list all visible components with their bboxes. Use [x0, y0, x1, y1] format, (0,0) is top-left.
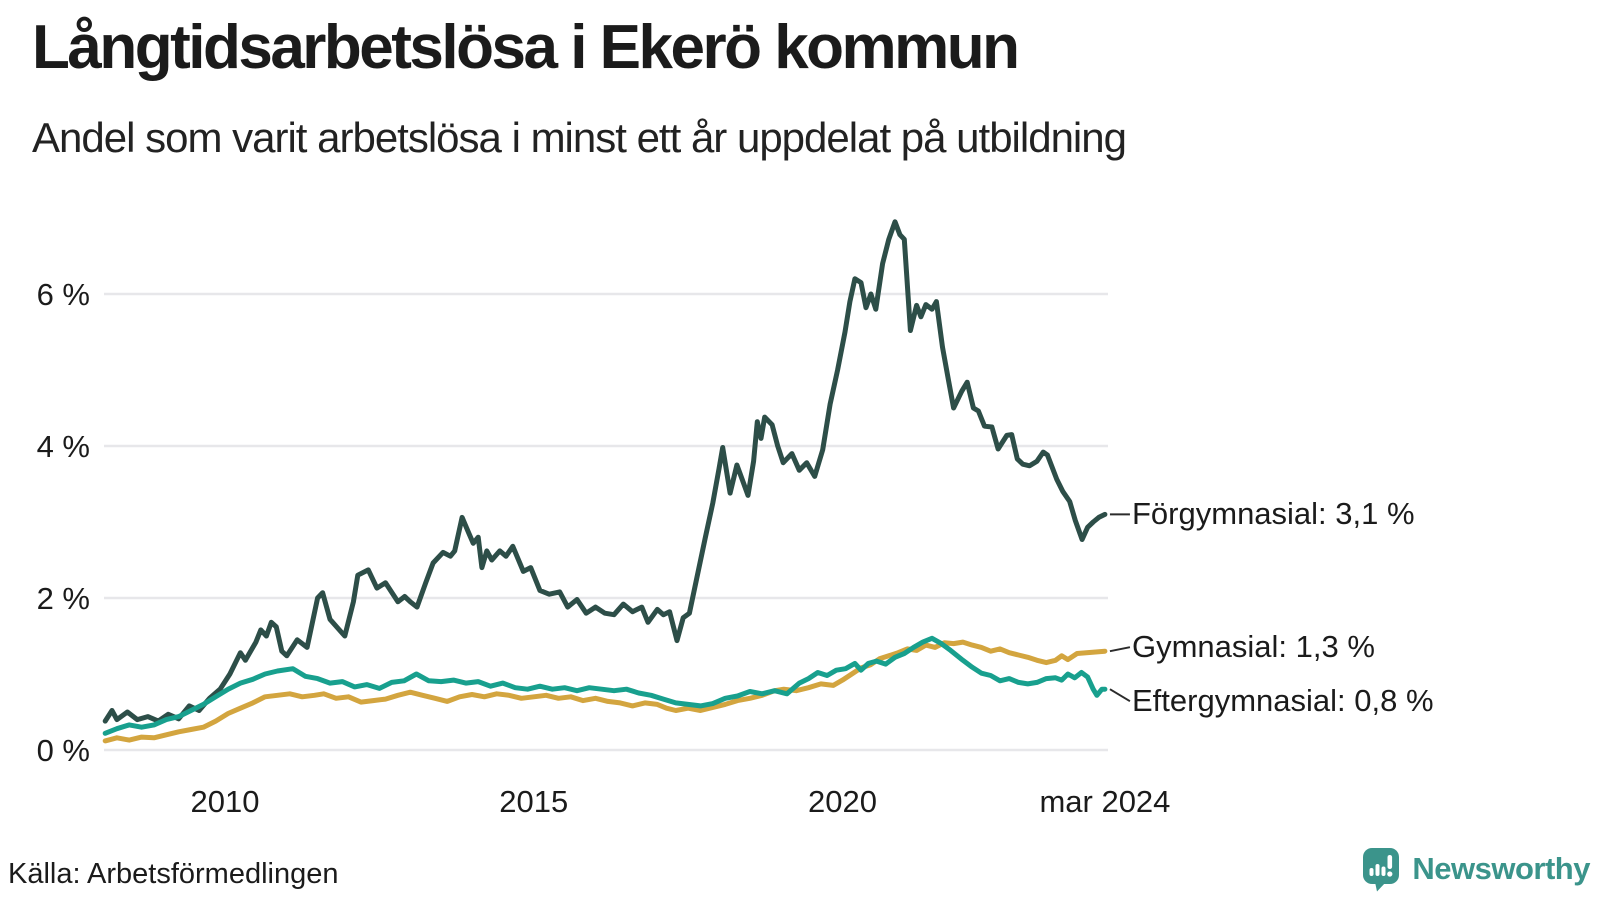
- newsworthy-speech-bubble-bar-chart-icon: [1363, 848, 1400, 892]
- y-axis-tick-label: 4 %: [37, 429, 90, 464]
- newsworthy-wordmark: Newsworthy: [1412, 851, 1590, 886]
- page-subtitle: Andel som varit arbetslösa i minst ett å…: [32, 114, 1127, 161]
- page-title: Långtidsarbetslösa i Ekerö kommun: [32, 13, 1020, 82]
- series-line-gymnasial: [102, 639, 1108, 744]
- series-line-eftergymnasial: [102, 635, 1108, 736]
- series-end-label-forgymnasial: Förgymnasial: 3,1 %: [1132, 496, 1415, 532]
- series-end-label-eftergymnasial: Eftergymnasial: 0,8 %: [1132, 683, 1434, 719]
- series-line-förgymnasial: [102, 219, 1108, 724]
- series-end-label-gymnasial: Gymnasial: 1,3 %: [1132, 629, 1375, 665]
- y-axis-tick-label: 6 %: [37, 277, 90, 312]
- label-connector: [1109, 688, 1131, 703]
- label-connector: [1109, 646, 1131, 653]
- y-axis-tick-label: 0 %: [37, 733, 90, 768]
- x-axis-tick-label: 2020: [808, 784, 877, 819]
- x-axis-tick-label: 2010: [191, 784, 260, 819]
- x-axis-tick-label: mar 2024: [1039, 784, 1170, 819]
- source-credit: Källa: Arbetsförmedlingen: [8, 858, 339, 890]
- x-axis-tick-label: 2015: [499, 784, 568, 819]
- y-axis-tick-label: 2 %: [37, 581, 90, 616]
- newsworthy-logo: Newsworthy: [1362, 846, 1590, 892]
